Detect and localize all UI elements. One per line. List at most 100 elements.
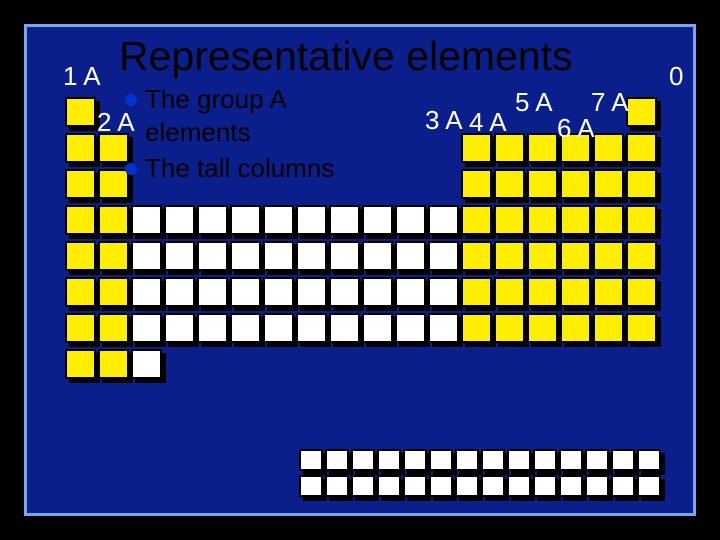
periodic-cell [351, 449, 375, 471]
slide-frame: Representative elements The group Aeleme… [24, 24, 696, 516]
periodic-cell [296, 205, 327, 235]
bullet-line: The tall columns [125, 153, 334, 184]
periodic-cell [299, 475, 323, 497]
periodic-cell [481, 475, 505, 497]
periodic-cell [329, 241, 360, 271]
periodic-cell [527, 277, 558, 307]
periodic-cell [65, 241, 96, 271]
periodic-cell [164, 313, 195, 343]
periodic-cell [428, 277, 459, 307]
group-label: 0 [669, 61, 683, 92]
periodic-cell [429, 449, 453, 471]
group-label: 3 A [425, 105, 463, 136]
periodic-cell [362, 241, 393, 271]
periodic-cell [98, 241, 129, 271]
periodic-cell [403, 475, 427, 497]
periodic-cell [560, 241, 591, 271]
periodic-cell [65, 169, 96, 199]
group-label: 1 A [63, 61, 101, 92]
periodic-cell [611, 475, 635, 497]
periodic-cell [461, 313, 492, 343]
periodic-cell [395, 241, 426, 271]
periodic-cell [325, 449, 349, 471]
periodic-cell [461, 277, 492, 307]
periodic-cell [494, 169, 525, 199]
periodic-cell [197, 205, 228, 235]
periodic-cell [593, 169, 624, 199]
periodic-cell [560, 277, 591, 307]
slide-title: Representative elements [119, 33, 573, 80]
periodic-cell [230, 313, 261, 343]
periodic-cell [559, 475, 583, 497]
bullet-text: The group A [145, 84, 287, 115]
periodic-cell [377, 475, 401, 497]
periodic-cell [65, 277, 96, 307]
periodic-cell [329, 277, 360, 307]
periodic-cell [131, 349, 162, 379]
periodic-cell [299, 449, 323, 471]
periodic-cell [593, 277, 624, 307]
periodic-cell [626, 97, 657, 127]
periodic-cell [428, 241, 459, 271]
bullet-text: The tall columns [145, 153, 334, 184]
periodic-cell [65, 205, 96, 235]
periodic-cell [626, 205, 657, 235]
periodic-cell [611, 449, 635, 471]
periodic-cell [626, 169, 657, 199]
periodic-cell [131, 313, 162, 343]
periodic-cell [164, 241, 195, 271]
periodic-cell [593, 313, 624, 343]
periodic-cell [494, 277, 525, 307]
periodic-cell [593, 205, 624, 235]
periodic-cell [164, 205, 195, 235]
periodic-cell [507, 475, 531, 497]
periodic-cell [131, 277, 162, 307]
periodic-cell [533, 449, 557, 471]
group-label: 4 A [469, 107, 507, 138]
bullet-dot-icon [125, 163, 137, 175]
periodic-cell [131, 205, 162, 235]
periodic-cell [481, 449, 505, 471]
periodic-cell [263, 313, 294, 343]
periodic-cell [230, 277, 261, 307]
periodic-cell [395, 313, 426, 343]
bullet-line: elements [145, 117, 251, 148]
bullet-line: The group A [125, 84, 287, 115]
periodic-cell [98, 277, 129, 307]
periodic-cell [403, 449, 427, 471]
periodic-cell [560, 169, 591, 199]
periodic-cell [507, 449, 531, 471]
periodic-cell [362, 313, 393, 343]
periodic-cell [527, 169, 558, 199]
periodic-cell [377, 449, 401, 471]
periodic-cell [65, 313, 96, 343]
periodic-cell [164, 277, 195, 307]
periodic-cell [494, 313, 525, 343]
periodic-cell [65, 133, 96, 163]
periodic-cell [98, 313, 129, 343]
bullet-text: elements [145, 117, 251, 148]
periodic-cell [329, 205, 360, 235]
periodic-cell [527, 133, 558, 163]
periodic-cell [626, 241, 657, 271]
periodic-cell [637, 475, 661, 497]
periodic-cell [98, 205, 129, 235]
group-label: 5 A [515, 87, 553, 118]
periodic-cell [263, 205, 294, 235]
periodic-cell [585, 449, 609, 471]
periodic-cell [461, 205, 492, 235]
periodic-cell [362, 277, 393, 307]
periodic-cell [585, 475, 609, 497]
periodic-cell [296, 241, 327, 271]
bullet-dot-icon [125, 94, 137, 106]
periodic-cell [455, 449, 479, 471]
periodic-cell [593, 241, 624, 271]
periodic-cell [461, 241, 492, 271]
periodic-cell [527, 205, 558, 235]
periodic-cell [263, 241, 294, 271]
periodic-cell [230, 241, 261, 271]
periodic-cell [455, 475, 479, 497]
periodic-cell [637, 449, 661, 471]
periodic-cell [626, 277, 657, 307]
periodic-cell [626, 313, 657, 343]
